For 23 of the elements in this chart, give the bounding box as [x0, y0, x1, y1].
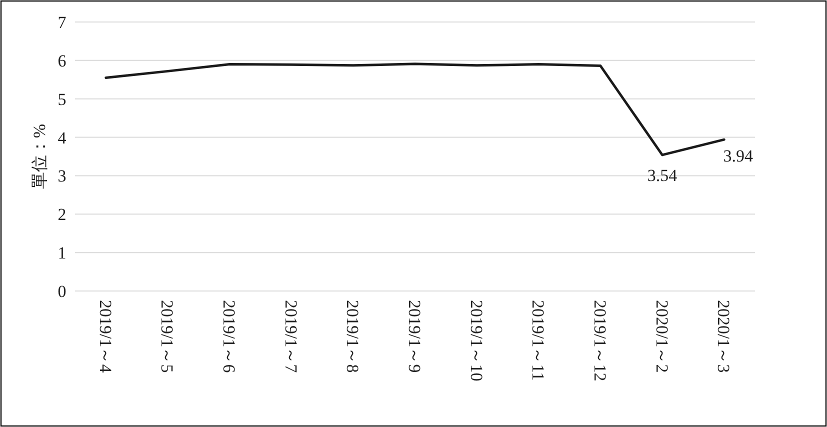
x-tick-label: 2020/1～3 — [714, 300, 734, 373]
y-tick-label: 3 — [58, 166, 66, 186]
line-series — [104, 62, 726, 156]
y-tick-label: 0 — [58, 282, 66, 301]
y-tick-label: 2 — [58, 205, 66, 224]
x-tick-label: 2019/1～4 — [96, 300, 115, 374]
x-tick-label: 2019/1～5 — [158, 300, 177, 373]
x-tick-label: 2019/1～12 — [590, 300, 610, 382]
x-tick-label: 2019/1～6 — [220, 300, 239, 373]
y-tick-label: 4 — [58, 128, 67, 148]
y-tick-label: 1 — [58, 244, 66, 263]
data-label: 3.54 — [647, 166, 678, 185]
y-tick-label: 7 — [58, 13, 67, 32]
x-tick-label: 2020/1～2 — [652, 300, 672, 373]
x-tick-label: 2019/1～8 — [343, 300, 362, 373]
y-tick-label: 6 — [58, 51, 66, 70]
x-tick-label: 2019/1～10 — [466, 300, 486, 382]
x-tick-label: 2019/1～11 — [528, 300, 548, 381]
data-label: 3.94 — [723, 146, 754, 166]
y-tick-label: 5 — [58, 90, 66, 109]
x-tick-label: 2019/1～9 — [405, 300, 424, 373]
y-axis-title: 單位：% — [30, 124, 49, 190]
x-tick-label: 2019/1～7 — [281, 300, 300, 374]
